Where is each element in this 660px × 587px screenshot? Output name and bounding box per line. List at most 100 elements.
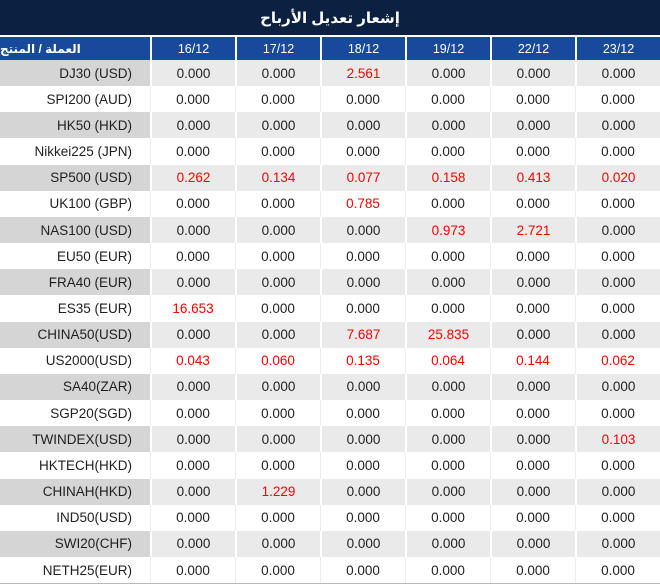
product-cell: EU50 (EUR) — [56, 248, 132, 264]
value-cell: 0.000 — [490, 243, 575, 270]
value-cell: 0.000 — [575, 112, 660, 139]
value-cell: 0.000 — [490, 321, 575, 348]
value-cell: 0.000 — [575, 373, 660, 401]
product-cell: SP500 (USD) — [0, 164, 150, 191]
column-header-date-5: 22/12 — [490, 37, 575, 60]
value-cell: 0.000 — [490, 373, 575, 401]
product-cell: NAS100 (USD) — [0, 216, 150, 244]
value-cell: 0.000 — [575, 321, 660, 348]
table-row: HKTECH(HKD) 0.000 0.000 0.000 0.000 0.000 0.00… — [0, 452, 660, 479]
product-cell: Nikkei225 (JPN) — [34, 144, 132, 160]
value-cell: 0.000 — [320, 452, 405, 479]
value-cell: 0.000 — [405, 190, 490, 217]
product-cell: CHINA50(USD) — [0, 321, 150, 348]
value-cell: 0.000 — [235, 60, 320, 87]
value-cell: 0.000 — [150, 112, 235, 139]
value-cell: 0.000 — [405, 556, 490, 584]
value-cell: 0.000 — [490, 138, 575, 165]
column-header-product: العملة / المنتج — [0, 41, 81, 56]
product-cell: HK50 (HKD) — [0, 112, 150, 139]
column-header-date-3: 18/12 — [320, 37, 405, 60]
value-cell: 0.000 — [150, 530, 235, 557]
value-cell: 0.000 — [490, 269, 575, 296]
product-cell: US2000(USD) — [45, 353, 132, 369]
value-cell: 0.000 — [150, 269, 235, 296]
table-row: EU50 (EUR) 0.000 0.000 0.000 0.000 0.000 0.000 — [0, 243, 660, 270]
value-cell: 0.135 — [320, 347, 405, 374]
value-cell: 0.000 — [405, 452, 490, 479]
value-cell: 0.000 — [575, 216, 660, 244]
table-row: SA40(ZAR) 0.000 0.000 0.000 0.000 0.000 0.000 — [0, 373, 660, 401]
value-cell: 0.043 — [150, 347, 235, 374]
table-row: FRA40 (EUR) 0.000 0.000 0.000 0.000 0.000 0.00… — [0, 269, 660, 296]
value-cell: 0.000 — [150, 373, 235, 401]
value-cell: 0.000 — [235, 504, 320, 531]
value-cell: 0.000 — [235, 321, 320, 348]
value-cell: 1.229 — [235, 478, 320, 505]
value-cell: 0.000 — [235, 216, 320, 244]
product-cell: FRA40 (EUR) — [0, 269, 150, 296]
value-cell: 0.062 — [575, 347, 660, 374]
value-cell: 0.000 — [490, 400, 575, 427]
product-cell: NETH25(EUR) — [42, 562, 132, 578]
value-cell: 0.064 — [405, 347, 490, 374]
value-cell: 0.000 — [235, 295, 320, 322]
table-row: CHINAH(HKD) 0.000 1.229 0.000 0.000 0.000 0.00… — [0, 478, 660, 505]
value-cell: 0.000 — [405, 138, 490, 165]
value-cell: 0.000 — [575, 556, 660, 584]
value-cell: 0.000 — [235, 373, 320, 401]
value-cell: 0.000 — [405, 86, 490, 113]
value-cell: 0.000 — [150, 243, 235, 270]
product-cell: IND50(USD) — [56, 510, 132, 526]
value-cell: 0.000 — [405, 243, 490, 270]
value-cell: 0.000 — [235, 452, 320, 479]
product-cell: CHINAH(HKD) — [0, 478, 150, 505]
product-cell: DJ30 (USD) — [0, 60, 150, 87]
value-cell: 0.000 — [405, 295, 490, 322]
value-cell: 0.000 — [575, 138, 660, 165]
value-cell: 0.000 — [405, 269, 490, 296]
value-cell: 0.000 — [490, 478, 575, 505]
value-cell: 16.653 — [150, 295, 235, 322]
value-cell: 0.000 — [150, 504, 235, 531]
value-cell: 0.000 — [150, 86, 235, 113]
value-cell: 0.000 — [150, 216, 235, 244]
table-row: SPI200 (AUD) 0.000 0.000 0.000 0.000 0.000 0.0… — [0, 86, 660, 113]
value-cell: 0.262 — [150, 164, 235, 191]
value-cell: 0.973 — [405, 216, 490, 244]
product-cell: ES35 (EUR) — [57, 300, 132, 316]
value-cell: 0.000 — [150, 321, 235, 348]
column-header-date-6: 23/12 — [575, 37, 660, 60]
table-row: DJ30 (USD) 0.000 0.000 2.561 0.000 0.000 0.000 — [0, 60, 660, 87]
value-cell: 0.000 — [235, 530, 320, 557]
value-cell: 0.000 — [490, 112, 575, 139]
value-cell: 0.000 — [490, 504, 575, 531]
value-cell: 0.000 — [150, 556, 235, 584]
table-row: CHINA50(USD) 0.000 0.000 7.687 25.835 0.000 0.… — [0, 321, 660, 348]
value-cell: 0.000 — [320, 530, 405, 557]
product-cell: HKTECH(HKD) — [39, 457, 132, 473]
table-row: IND50(USD) 0.000 0.000 0.000 0.000 0.000 0.000 — [0, 504, 660, 531]
value-cell: 0.000 — [490, 295, 575, 322]
table-row: NAS100 (USD) 0.000 0.000 0.000 0.973 2.721 0.0… — [0, 216, 660, 244]
value-cell: 0.000 — [575, 269, 660, 296]
product-cell: UK100 (GBP) — [49, 196, 132, 212]
value-cell: 0.000 — [235, 190, 320, 217]
table-row: SWI20(CHF) 0.000 0.000 0.000 0.000 0.000 0.000 — [0, 530, 660, 557]
value-cell: 0.000 — [575, 295, 660, 322]
value-cell: 0.000 — [320, 373, 405, 401]
value-cell: 0.000 — [320, 556, 405, 584]
value-cell: 0.000 — [405, 373, 490, 401]
product-cell: SA40(ZAR) — [0, 373, 150, 401]
product-cell: SPI200 (AUD) — [46, 91, 132, 107]
table-header-row: العملة / المنتج 16/12 17/12 18/12 19/12 … — [0, 37, 660, 60]
product-cell: TWINDEX(USD) — [0, 426, 150, 453]
value-cell: 0.000 — [320, 243, 405, 270]
value-cell: 0.060 — [235, 347, 320, 374]
value-cell: 0.000 — [235, 86, 320, 113]
value-cell: 0.000 — [575, 452, 660, 479]
title-bar: إشعار تعديل الأرباح — [0, 0, 660, 37]
value-cell: 0.000 — [320, 478, 405, 505]
value-cell: 0.000 — [150, 426, 235, 453]
